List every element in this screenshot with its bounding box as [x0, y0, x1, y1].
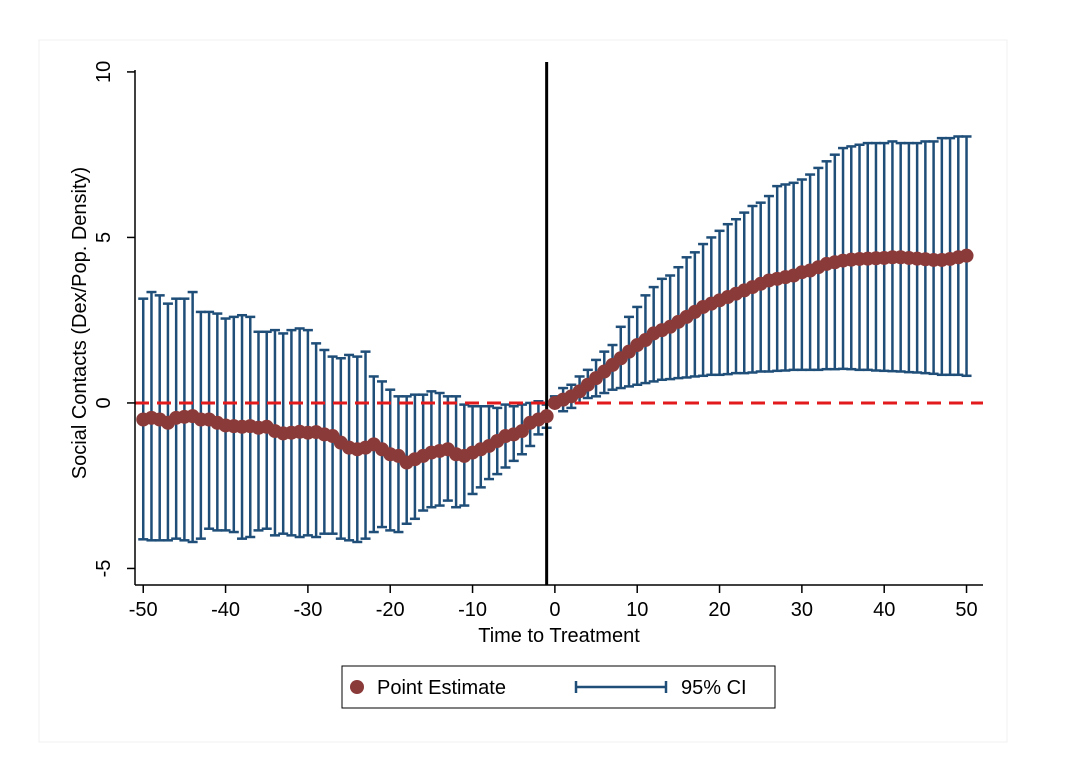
- y-axis-title: Social Contacts (Dex/Pop. Density): [69, 167, 91, 479]
- x-tick-label: 10: [626, 599, 648, 621]
- x-tick-label: -50: [129, 599, 158, 621]
- y-tick-label: 5: [93, 232, 115, 243]
- x-tick-label: 40: [873, 599, 895, 621]
- x-tick-label: -20: [376, 599, 405, 621]
- legend-box: [341, 665, 776, 709]
- x-tick-label: 30: [791, 599, 813, 621]
- y-tick-label: -5: [93, 560, 115, 578]
- legend-ci-symbol: [574, 681, 668, 693]
- ci-bar: [327, 355, 338, 535]
- ci-bar: [311, 342, 322, 539]
- legend: Point Estimate 95% CI: [341, 665, 776, 709]
- x-tick-label: 20: [708, 599, 730, 621]
- legend-point-symbol: [350, 680, 364, 694]
- legend-ci-label: 95% CI: [681, 677, 747, 699]
- x-tick-label: 50: [955, 599, 977, 621]
- point-estimate-marker: [539, 409, 554, 424]
- point-estimate-marker: [959, 248, 974, 263]
- legend-point-label: Point Estimate: [377, 677, 506, 699]
- ci-bar: [368, 375, 379, 534]
- x-tick-label: -10: [458, 599, 487, 621]
- x-tick-label: -30: [293, 599, 322, 621]
- y-tick-label: 10: [93, 61, 115, 83]
- y-tick-label: 0: [93, 397, 115, 408]
- point-estimate-series: [136, 248, 974, 470]
- x-tick-label: -40: [211, 599, 240, 621]
- x-axis-title: Time to Treatment: [478, 625, 640, 647]
- x-tick-label: 0: [549, 599, 560, 621]
